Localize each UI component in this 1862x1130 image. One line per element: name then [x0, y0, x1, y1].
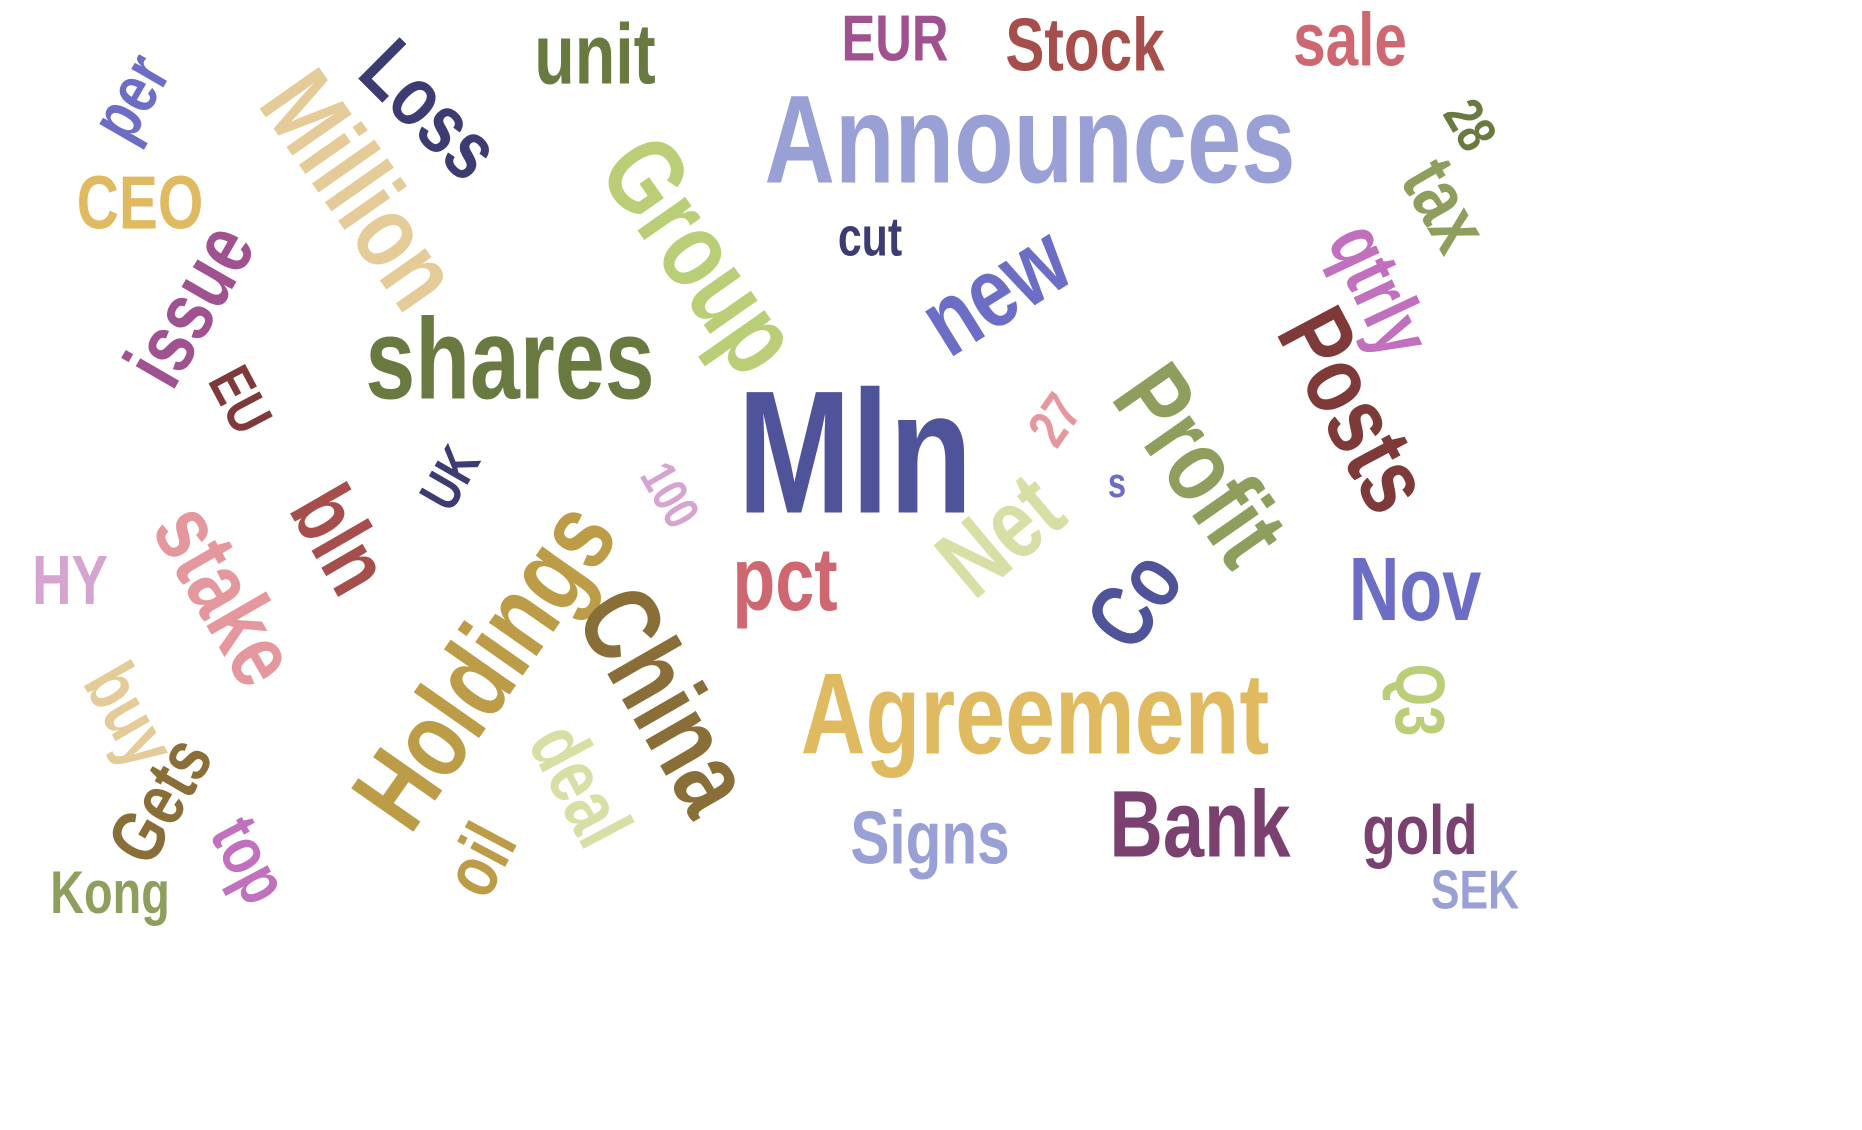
word-sek: SEK: [1430, 858, 1520, 921]
word-pct: pct: [732, 530, 838, 630]
word-ceo: CEO: [76, 160, 204, 245]
word-unit: unit: [534, 7, 656, 103]
word-28: 28: [1431, 88, 1510, 161]
word-new: new: [901, 202, 1089, 378]
word-eur: EUR: [841, 1, 949, 75]
word-eu: EU: [195, 355, 286, 445]
word-kong: Kong: [50, 859, 170, 926]
word-co: Co: [1067, 532, 1203, 668]
word-mln: Mln: [737, 355, 973, 551]
word-bank: Bank: [1109, 771, 1291, 878]
word-signs: Signs: [850, 795, 1010, 880]
word-agreement: Agreement: [800, 650, 1270, 779]
word-announces: Announces: [764, 70, 1296, 210]
word-uk: UK: [407, 435, 492, 521]
word-s: s: [1107, 459, 1127, 506]
word-hy: HY: [32, 541, 108, 619]
word-gold: gold: [1362, 791, 1478, 869]
word-bln: bln: [270, 469, 410, 611]
word-27: 27: [1015, 382, 1094, 458]
word-100: 100: [629, 452, 711, 538]
word-sale: sale: [1293, 0, 1407, 82]
word-per: per: [74, 40, 186, 154]
word-nov: Nov: [1348, 540, 1482, 640]
word-top: top: [195, 804, 305, 916]
word-cut: cut: [837, 205, 903, 268]
word-q3: Q3: [1381, 663, 1459, 737]
word-stock: Stock: [1005, 2, 1165, 87]
word-shares: shares: [365, 295, 655, 424]
